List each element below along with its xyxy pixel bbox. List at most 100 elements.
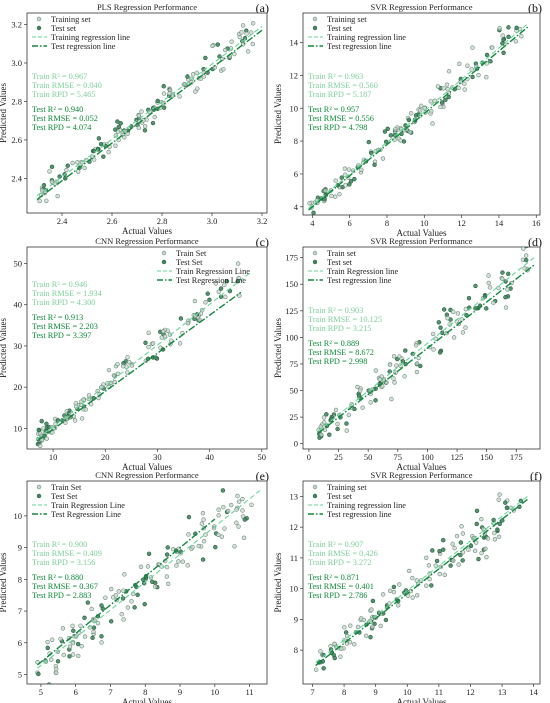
test-point	[213, 544, 218, 550]
legend-label: Test regression line	[327, 510, 392, 519]
train-point	[484, 554, 489, 560]
train-point	[121, 364, 126, 369]
x-tick-label: 6	[74, 687, 78, 697]
train-point	[496, 534, 502, 540]
x-tick-label: 8	[143, 687, 147, 697]
train-point	[201, 517, 206, 522]
legend-label: Training set	[327, 15, 367, 24]
train-point	[445, 86, 450, 92]
x-tick-label: 25	[334, 452, 343, 462]
test-point	[503, 500, 508, 505]
train-point	[249, 481, 253, 482]
train-point	[318, 649, 323, 654]
train-point	[125, 355, 130, 360]
test-regression-line	[36, 518, 216, 666]
train-point	[513, 39, 519, 44]
train-point	[99, 640, 104, 645]
y-tick-label: 9	[294, 614, 298, 624]
train-point	[75, 169, 81, 174]
legend-train-marker	[312, 16, 318, 22]
test-stat: Test RMSE = 0.052	[32, 114, 98, 123]
test-stat: Test RMSE = 8.672	[308, 348, 374, 357]
train-point	[437, 571, 442, 577]
test-point	[466, 295, 472, 301]
y-tick-label: 11	[290, 553, 298, 563]
x-tick-label: 10	[403, 687, 412, 697]
test-point	[468, 543, 474, 549]
train-stat: Train R² = 0.967	[32, 72, 87, 81]
test-point	[500, 270, 505, 275]
train-stat: Train RPD = 3.272	[308, 558, 371, 567]
test-point	[185, 74, 190, 79]
y-axis-label: Predicted Values	[273, 317, 283, 378]
panel-label: (c)	[256, 235, 269, 249]
train-point	[313, 667, 319, 672]
test-point	[116, 124, 121, 130]
train-point	[55, 193, 60, 199]
x-tick-label: 20	[101, 452, 110, 462]
train-point	[455, 311, 461, 316]
test-point	[36, 427, 41, 433]
test-point	[368, 634, 373, 640]
test-point	[218, 286, 224, 291]
test-point	[391, 584, 397, 590]
train-point	[451, 335, 457, 340]
test-point	[458, 540, 464, 545]
data-layer	[316, 247, 535, 440]
test-point	[473, 283, 478, 289]
train-point	[347, 640, 353, 645]
train-point	[199, 521, 205, 526]
train-point	[79, 416, 85, 421]
x-tick-label: 10	[420, 218, 429, 228]
y-tick-label: 10	[14, 423, 23, 433]
train-point	[213, 281, 218, 286]
test-point	[335, 426, 340, 432]
train-stat: Train RMSE = 0.409	[32, 549, 102, 558]
train-point	[229, 39, 234, 44]
panel-4: SVR Regression Performance (d) 0 25 50 75 100 1…	[273, 235, 542, 472]
train-point	[338, 654, 343, 659]
train-point	[346, 167, 352, 172]
train-point	[229, 502, 234, 508]
train-point	[343, 183, 348, 188]
x-tick-label: 2.8	[157, 216, 168, 226]
y-tick-label: 6	[18, 638, 22, 648]
panel-3: CNN Regression Performance (c) 10 20 30 40 50 1…	[0, 235, 269, 472]
train-point	[487, 285, 493, 290]
train-point	[81, 397, 86, 402]
test-point	[91, 625, 97, 630]
test-stat: Test R² = 0.871	[308, 573, 359, 582]
train-stat: Train RMSE = 0.560	[308, 81, 378, 90]
train-point	[368, 400, 373, 405]
test-point	[242, 517, 248, 522]
test-point	[311, 210, 316, 215]
train-point	[161, 329, 166, 334]
train-point	[232, 51, 237, 57]
train-point	[431, 347, 436, 352]
test-regression-line	[315, 498, 528, 667]
legend-train-marker	[312, 484, 318, 490]
train-point	[70, 652, 76, 657]
test-stat: Test RPD = 2.786	[308, 591, 367, 600]
train-point	[474, 540, 479, 545]
train-point	[180, 559, 186, 564]
train-point	[152, 114, 157, 120]
x-tick-label: 8	[342, 687, 346, 697]
train-point	[79, 644, 84, 649]
train-stat: Train RMSE = 10.125	[308, 315, 382, 324]
test-point	[470, 74, 475, 80]
plot-frame	[26, 480, 268, 685]
y-tick-label: 125	[285, 306, 298, 316]
test-regression-line	[37, 291, 242, 442]
train-point	[165, 581, 171, 587]
test-point	[429, 583, 434, 588]
train-point	[426, 563, 432, 568]
test-stat: Test RMSE = 0.367	[32, 582, 98, 591]
y-tick-label: 12	[290, 522, 299, 532]
x-tick-label: 13	[498, 687, 507, 697]
legend-label: Test set	[327, 258, 353, 267]
test-point	[227, 288, 233, 294]
train-point	[174, 563, 179, 568]
test-point	[458, 552, 463, 558]
